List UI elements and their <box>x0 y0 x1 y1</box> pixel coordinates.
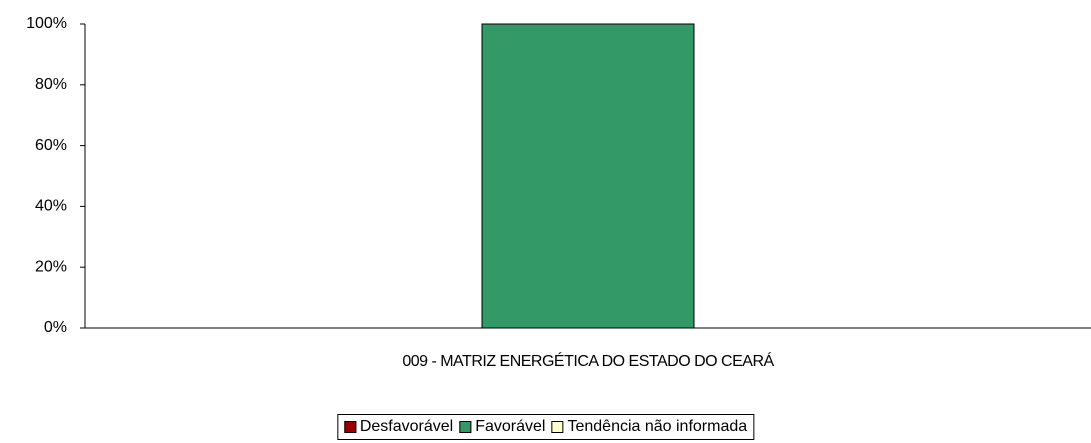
y-tick-label: 80% <box>35 76 67 93</box>
y-tick-label: 100% <box>26 15 67 32</box>
legend-item: Tendência não informada <box>551 418 747 436</box>
legend-swatch <box>551 421 564 433</box>
bar-segment <box>481 23 695 329</box>
y-tick-label: 40% <box>35 198 67 215</box>
y-tick-label: 0% <box>44 319 67 336</box>
legend-label: Tendência não informada <box>567 418 748 435</box>
legend-item: Favorável <box>459 418 545 436</box>
legend-item: Desfavorável <box>343 418 454 436</box>
legend-swatch <box>343 421 356 433</box>
legend: Desfavorável Favorável Tendência não infor… <box>336 414 755 440</box>
x-tick-label: 009 - MATRIZ ENERGÉTICA DO ESTADO DO CEA… <box>402 351 774 370</box>
legend-swatch <box>459 421 472 433</box>
legend-label: Favorável <box>475 418 546 435</box>
y-tick-label: 60% <box>35 137 67 154</box>
y-tick-label: 20% <box>35 258 67 275</box>
legend-label: Desfavorável <box>359 418 454 435</box>
